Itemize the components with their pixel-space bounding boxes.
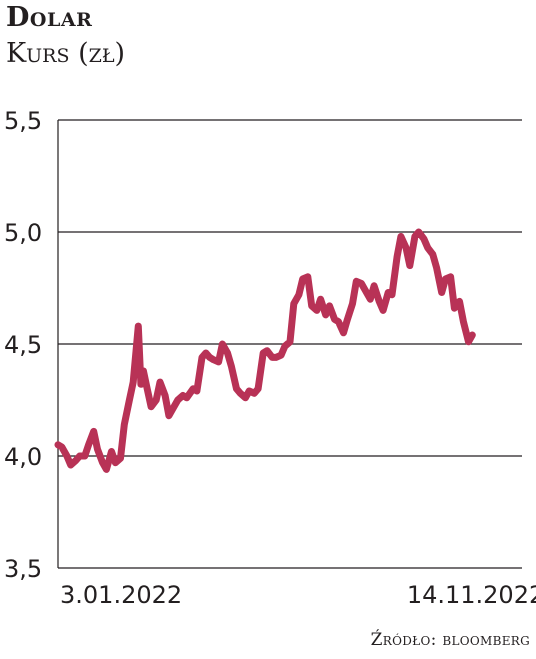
source-note: Źródło: bloomberg: [370, 630, 530, 650]
y-tick-label: 3,5: [4, 555, 42, 583]
y-tick-label: 5,5: [4, 107, 42, 135]
y-tick-label: 5,0: [4, 219, 42, 247]
series-line: [54, 228, 476, 473]
y-tick-label: 4,0: [4, 443, 42, 471]
grid-lines: [57, 119, 522, 569]
chart-title: Dolar: [6, 2, 93, 33]
x-tick-label: 14.11.2022: [407, 581, 536, 609]
series-group: [54, 228, 476, 473]
x-axis: 3.01.2022 14.11.2022: [60, 581, 536, 609]
y-tick-label: 4,5: [4, 331, 42, 359]
y-axis: 5,5 5,0 4,5 4,0 3,5: [4, 107, 42, 583]
x-tick-label: 3.01.2022: [60, 581, 182, 609]
chart-subtitle: Kurs (zł): [6, 38, 126, 69]
